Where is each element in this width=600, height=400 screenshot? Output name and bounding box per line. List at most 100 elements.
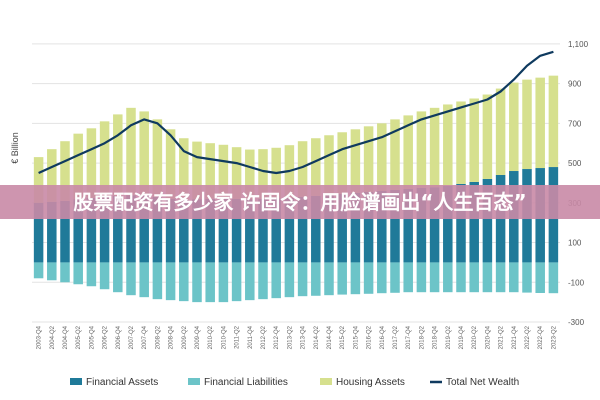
legend: Financial Assets Financial Liabilities Hou… — [70, 377, 519, 388]
bar-housing-assets — [86, 128, 97, 198]
legend-label: Housing Assets — [336, 377, 405, 388]
y-tick-labels: -300-1001003005007009001,100 — [568, 40, 589, 327]
bar-financial-assets — [99, 196, 110, 263]
bar-housing-assets — [522, 79, 532, 170]
x-tick-label: 2018-Q4 — [433, 325, 439, 349]
x-tick-label: 2019-Q4 — [459, 325, 465, 349]
x-tick-label: 2013-Q4 — [301, 325, 307, 349]
x-tick-label: 2007-Q2 — [129, 325, 135, 349]
y-tick-label: 100 — [568, 239, 582, 248]
bar-housing-assets — [297, 141, 308, 197]
bar-housing-assets — [152, 119, 163, 197]
bar-financial-assets — [456, 183, 466, 263]
bar-financial-liabilities — [456, 262, 466, 293]
x-tick-label: 2005-Q2 — [76, 325, 82, 349]
bar-financial-assets — [416, 187, 427, 263]
bar-financial-liabilities — [522, 262, 532, 293]
bar-financial-liabilities — [99, 262, 110, 290]
bar-housing-assets — [390, 119, 400, 190]
x-tick-label: 2014-Q2 — [314, 325, 320, 349]
x-tick-label: 2011-Q4 — [248, 325, 254, 349]
bar-financial-liabilities — [324, 262, 334, 296]
bar-financial-assets — [60, 200, 70, 263]
banner-background — [0, 185, 600, 219]
x-tick-label: 2014-Q4 — [327, 325, 333, 349]
bar-financial-assets — [403, 188, 413, 263]
bar-financial-assets — [390, 189, 400, 263]
bar-financial-liabilities — [47, 262, 57, 281]
y-axis-label: € Billion — [10, 132, 20, 164]
y-tick-label: -300 — [568, 318, 585, 327]
x-tick-labels: 2003-Q4 2004-Q2 2004-Q4 2005-Q2 2005-Q4 2006-… — [37, 325, 558, 349]
bar-housing-assets — [324, 135, 334, 195]
bar-financial-liabilities — [231, 262, 242, 302]
bar-housing-assets — [469, 98, 479, 182]
bar-financial-liabilities — [297, 262, 308, 297]
x-tick-label: 2022-Q2 — [525, 325, 531, 349]
x-tick-label: 2009-Q4 — [195, 325, 201, 349]
x-tick-label: 2016-Q2 — [367, 325, 373, 349]
bar-financial-assets — [33, 202, 44, 263]
bar-financial-assets — [192, 199, 202, 263]
bar-financial-liabilities — [86, 262, 97, 287]
x-tick-label: 2010-Q4 — [221, 325, 227, 349]
total-net-wealth-line — [38, 50, 554, 175]
bar-financial-assets — [113, 195, 123, 263]
bar-financial-liabilities — [509, 262, 519, 293]
bar-financial-assets — [363, 191, 374, 263]
bar-financial-assets — [152, 196, 163, 263]
x-tick-label: 2016-Q4 — [380, 325, 386, 349]
bar-financial-assets — [311, 195, 321, 263]
y-tick-label: 700 — [568, 119, 582, 128]
bar-housing-assets — [99, 121, 110, 197]
bar-housing-assets — [113, 114, 123, 196]
bar-housing-assets — [33, 157, 44, 203]
bar-financial-liabilities — [73, 262, 83, 285]
bar-financial-liabilities — [284, 262, 295, 298]
bar-housing-assets — [403, 115, 413, 189]
bar-financial-liabilities — [139, 262, 149, 298]
bar-financial-assets — [205, 198, 215, 263]
x-tick-label: 2021-Q2 — [499, 325, 505, 349]
bar-financial-assets — [429, 187, 440, 263]
bar-financial-liabilities — [495, 262, 506, 293]
bar-financial-assets — [469, 181, 479, 263]
legend-swatch — [70, 378, 82, 385]
bar-financial-assets — [126, 195, 136, 263]
x-tick-label: 2003-Q4 — [37, 325, 43, 349]
bar-financial-liabilities — [192, 262, 202, 303]
bar-financial-liabilities — [245, 262, 255, 301]
bar-financial-liabilities — [311, 262, 321, 296]
bar-financial-assets — [165, 198, 176, 263]
bar-financial-liabilities — [443, 262, 453, 293]
bar-financial-liabilities — [271, 262, 281, 299]
bar-financial-liabilities — [152, 262, 163, 300]
bar-financial-liabilities — [337, 262, 347, 295]
bar-financial-liabilities — [205, 262, 215, 303]
bar-housing-assets — [126, 107, 136, 196]
bar-financial-assets — [231, 198, 242, 263]
net-wealth-line-group — [38, 50, 554, 175]
x-tick-label: 2020-Q2 — [472, 325, 478, 349]
x-tick-label: 2011-Q2 — [235, 325, 241, 349]
bar-housing-assets — [218, 144, 229, 199]
bar-housing-assets — [548, 75, 559, 168]
x-tick-label: 2012-Q4 — [274, 325, 280, 349]
bar-housing-assets — [443, 104, 453, 186]
legend-swatch — [320, 378, 332, 385]
bar-housing-assets — [165, 129, 176, 199]
bar-housing-assets — [495, 88, 506, 175]
bar-financial-liabilities — [482, 262, 493, 293]
y-tick-label: 1,100 — [568, 40, 589, 49]
bar-financial-assets — [179, 199, 189, 263]
bar-financial-assets — [73, 199, 83, 263]
bar-financial-liabilities — [165, 262, 176, 301]
x-tick-label: 2017-Q2 — [393, 325, 399, 349]
bar-financial-assets — [482, 178, 493, 263]
x-tick-label: 2022-Q4 — [538, 325, 544, 349]
bar-financial-liabilities — [403, 262, 413, 293]
x-tick-label: 2006-Q2 — [103, 325, 109, 349]
x-tick-label: 2020-Q4 — [485, 325, 491, 349]
bar-housing-assets — [60, 141, 70, 201]
